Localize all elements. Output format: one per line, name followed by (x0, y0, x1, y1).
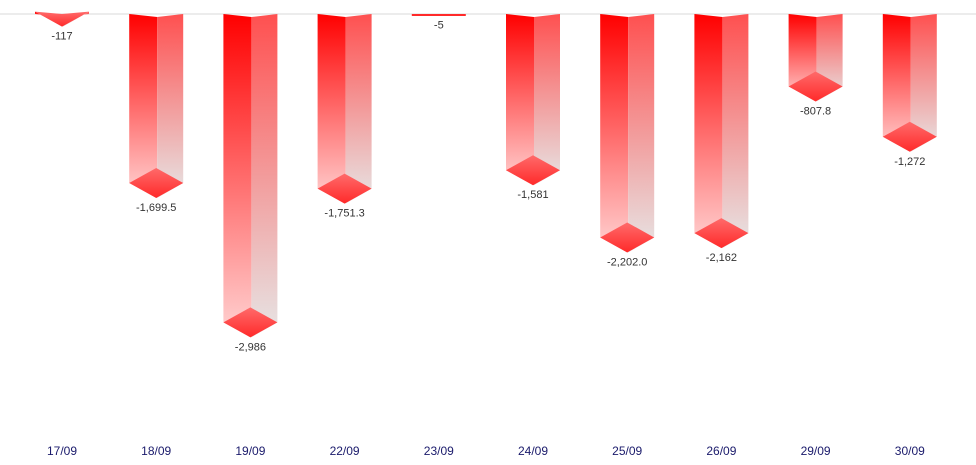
bar-end-cap (317, 173, 372, 204)
bar-side-face (157, 14, 184, 199)
bar-26/09 (694, 14, 749, 249)
x-tick-label-29/09: 29/09 (801, 444, 831, 458)
bar-30/09 (882, 14, 937, 152)
x-tick-label-24/09: 24/09 (518, 444, 548, 458)
data-label-22/09: -1,751.3 (324, 208, 364, 220)
x-tick-label-30/09: 30/09 (895, 444, 925, 458)
x-tick-label-23/09: 23/09 (424, 444, 454, 458)
bar-side-face (534, 14, 560, 186)
data-label-30/09: -1,272 (894, 156, 925, 168)
bar-end-cap (506, 155, 560, 186)
value-labels-group: -117 -1,699.5 -2,986 -1,751.3 -5 -1,581 -2,202… (51, 20, 925, 354)
bar-front-face (317, 14, 346, 204)
bar-18/09 (129, 14, 184, 199)
bar-23/09 (411, 14, 466, 16)
bar-front-face (694, 14, 723, 249)
bar-25/09 (600, 14, 655, 253)
data-label-29/09: -807.8 (800, 105, 831, 117)
data-label-24/09: -1,581 (517, 189, 548, 201)
bar-front-face (129, 14, 158, 199)
bars-group (35, 11, 937, 338)
x-tick-label-17/09: 17/09 (47, 444, 77, 458)
bar-end-cap (129, 168, 184, 199)
bar-front-face (223, 14, 252, 338)
data-label-26/09: -2,162 (706, 252, 737, 264)
bar-end-cap (223, 307, 278, 338)
bar-end-cap (694, 218, 749, 249)
bar-end-cap (600, 222, 655, 253)
bar-side-face (910, 14, 937, 152)
bar-17/09 (35, 11, 89, 27)
x-tick-label-22/09: 22/09 (330, 444, 360, 458)
x-tick-label-18/09: 18/09 (141, 444, 171, 458)
data-label-19/09: -2,986 (235, 341, 266, 353)
data-label-18/09: -1,699.5 (136, 202, 176, 214)
bar-front-face (882, 14, 911, 152)
data-label-25/09: -2,202.0 (607, 256, 647, 268)
bar-side-face (722, 14, 749, 249)
bar-end-cap (882, 121, 937, 152)
x-tick-label-25/09: 25/09 (612, 444, 642, 458)
bar-29/09 (788, 14, 843, 102)
bar-side-face (345, 14, 372, 204)
bar-front-face (600, 14, 629, 253)
bar-front-face (506, 14, 534, 186)
data-label-17/09: -117 (51, 31, 72, 43)
bar-end-cap (788, 71, 843, 102)
bar-24/09 (506, 14, 560, 186)
category-labels-group: 17/09 18/09 19/09 22/09 23/09 24/09 25/09 26/09… (47, 444, 925, 458)
bar-side-face (63, 11, 89, 27)
bar-side-face (628, 14, 655, 253)
bar-end-cap (411, 14, 466, 16)
bar-19/09 (223, 14, 278, 338)
bar-22/09 (317, 14, 372, 204)
bar-end-cap (35, 11, 89, 27)
x-tick-label-26/09: 26/09 (706, 444, 736, 458)
data-label-23/09: -5 (434, 20, 444, 32)
bar-side-face (251, 14, 278, 338)
x-tick-label-19/09: 19/09 (235, 444, 265, 458)
